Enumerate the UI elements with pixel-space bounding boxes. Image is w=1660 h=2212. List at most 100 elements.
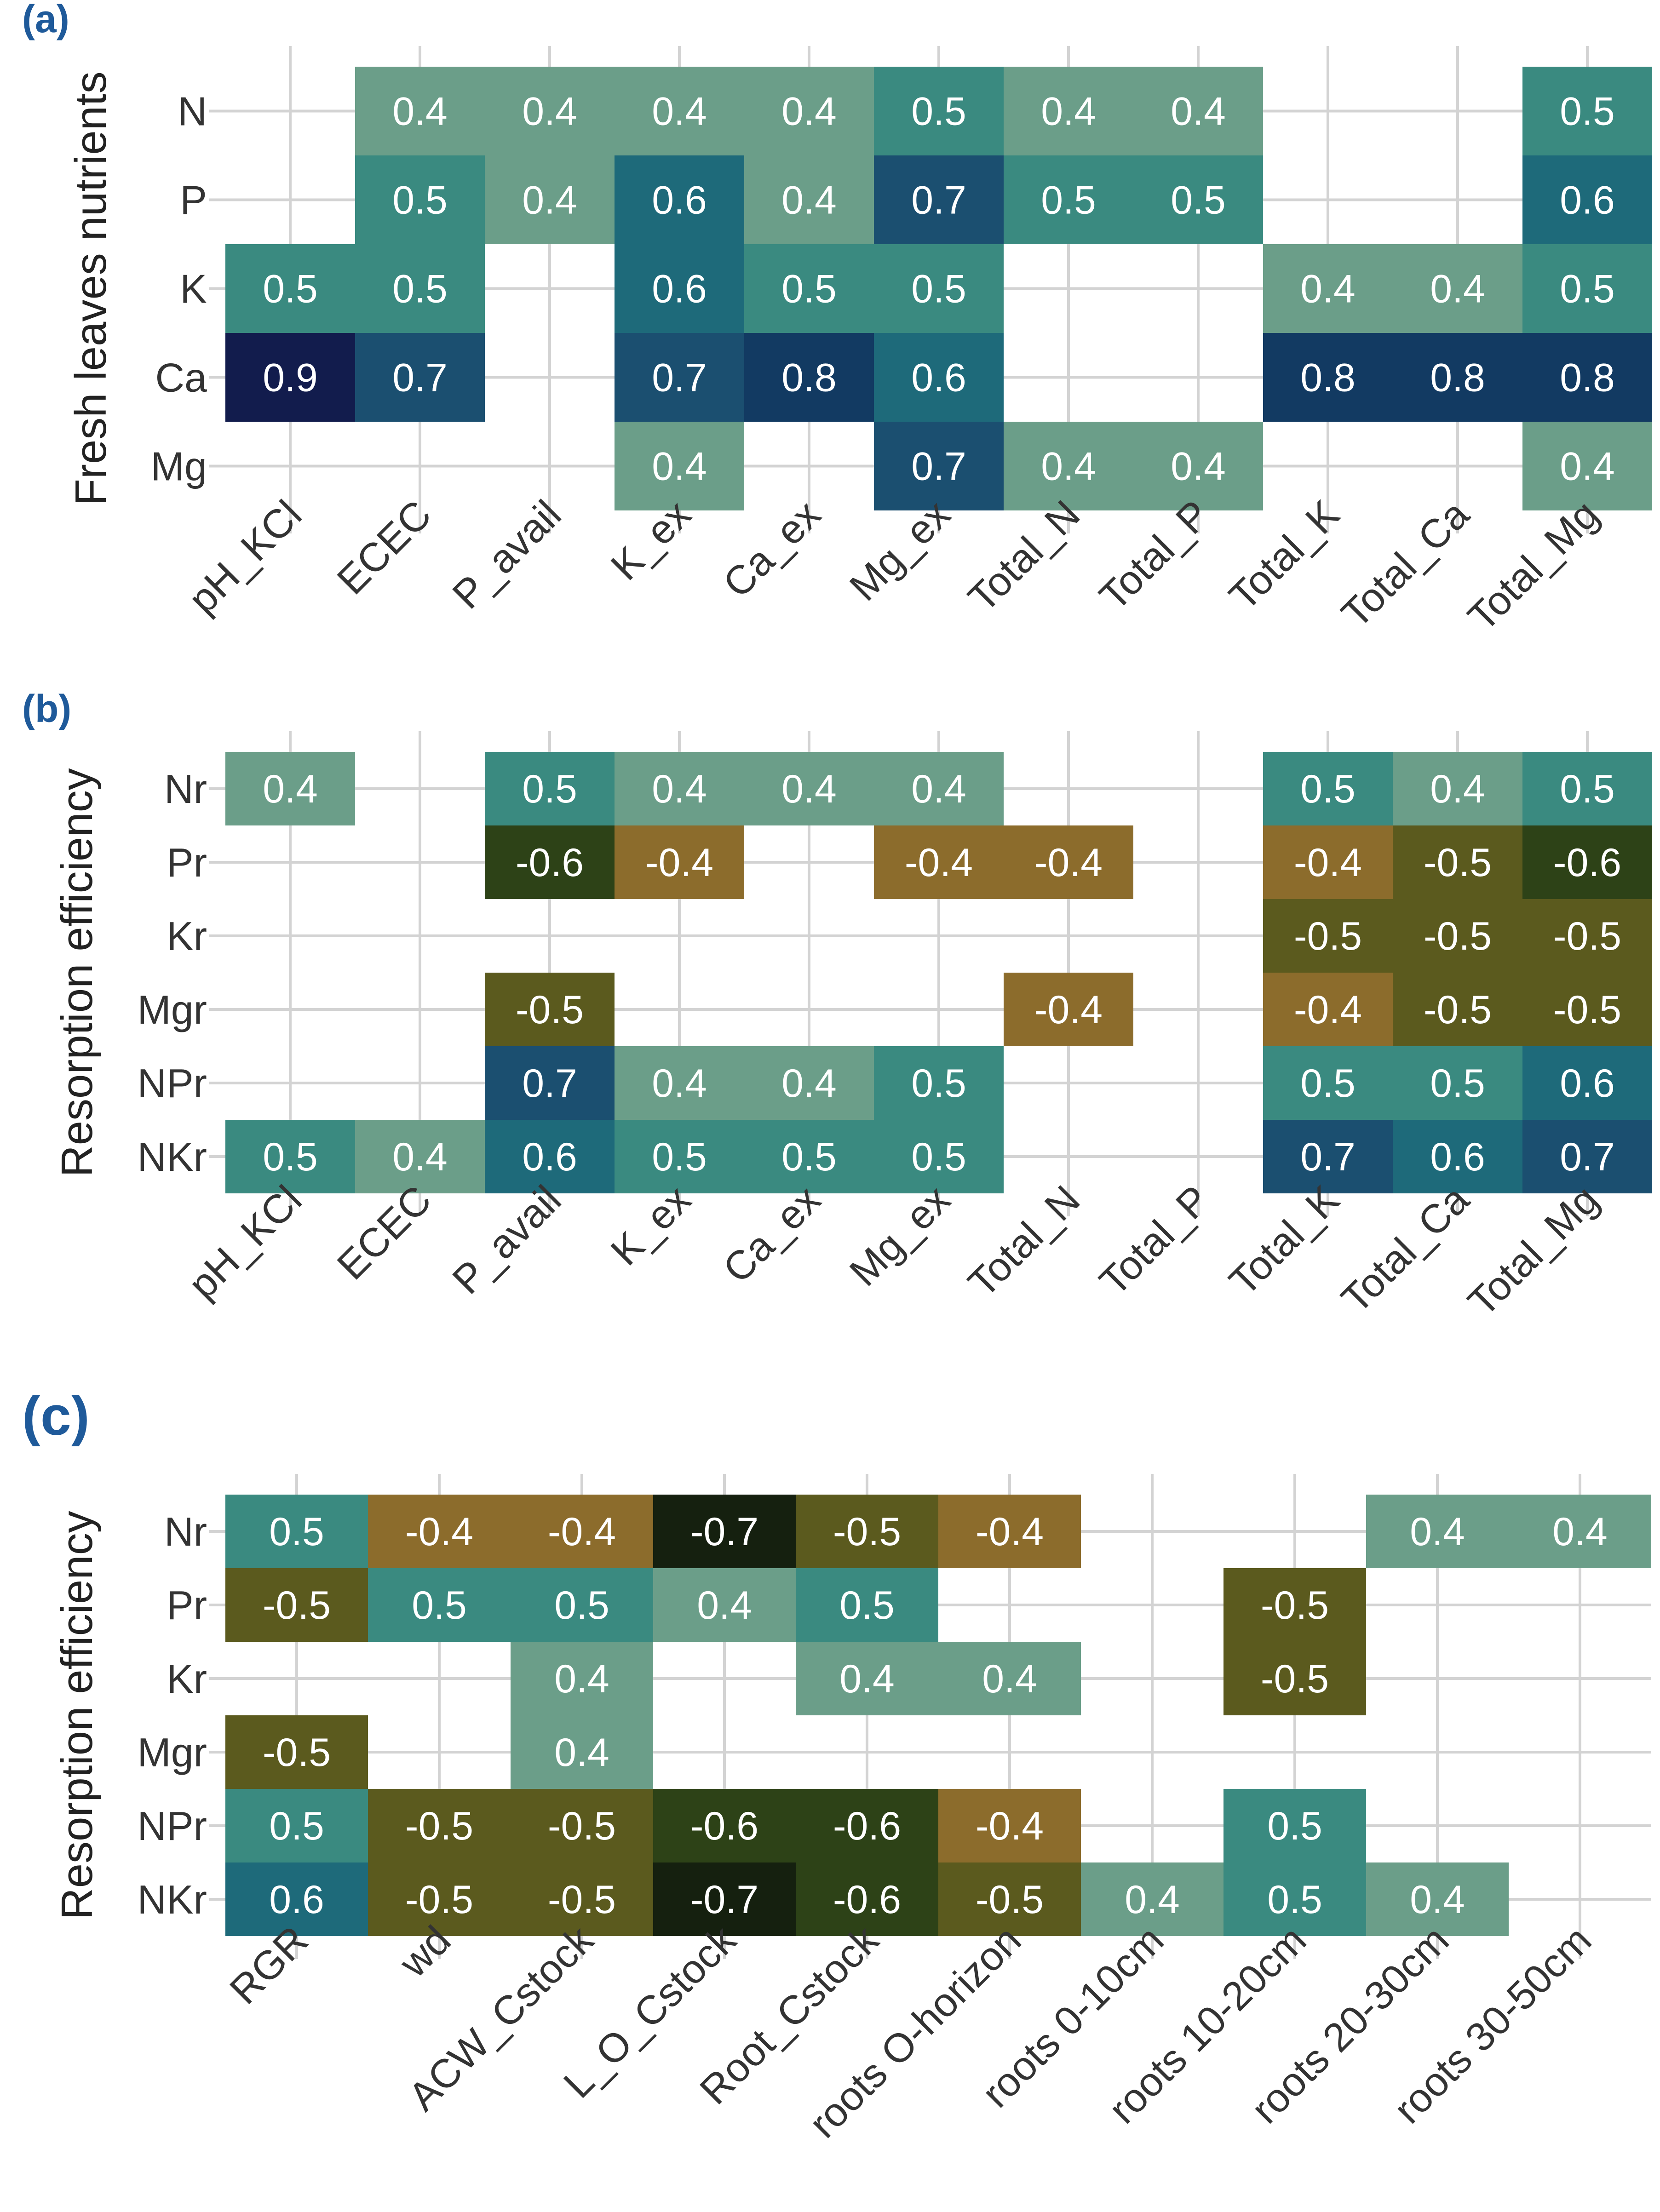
cell-value-label: -0.7 xyxy=(690,1510,758,1554)
heatmap-cell xyxy=(485,155,615,244)
heatmap-cell xyxy=(653,1862,796,1936)
cell-value-label: 0.8 xyxy=(1430,356,1485,400)
row-label: Kr xyxy=(167,913,207,959)
cell-value-label: -0.5 xyxy=(263,1583,331,1627)
heatmap-cell xyxy=(511,1495,653,1568)
heatmap-cell xyxy=(653,1495,796,1568)
heatmap-cell xyxy=(938,1495,1081,1568)
heatmap-cell xyxy=(874,1046,1004,1120)
heatmap-cell xyxy=(1263,752,1393,825)
heatmap-cell xyxy=(368,1789,511,1862)
cell-value-label: 0.5 xyxy=(1560,267,1615,311)
panel-label: (a) xyxy=(22,0,69,40)
cell-value-label: 0.4 xyxy=(1041,90,1096,134)
cell-value-label: 0.9 xyxy=(263,356,318,400)
heatmap-cell xyxy=(355,1120,485,1193)
heatmap-cell xyxy=(615,333,744,422)
heatmap-cell xyxy=(1522,155,1652,244)
heatmap-cell xyxy=(744,1046,874,1120)
heatmap-cell xyxy=(1263,825,1393,899)
cell-value-label: 0.5 xyxy=(911,267,966,311)
heatmap-cell xyxy=(744,333,874,422)
column-label: Total_P xyxy=(1091,1176,1218,1304)
heatmap-cell xyxy=(511,1862,653,1936)
heatmap-cell xyxy=(1223,1642,1366,1715)
heatmap-cell xyxy=(511,1642,653,1715)
heatmap-cell xyxy=(368,1862,511,1936)
cell-value-label: 0.7 xyxy=(522,1061,577,1106)
heatmap-cell xyxy=(225,1715,368,1789)
heatmap-cell xyxy=(1263,973,1393,1046)
cell-value-label: -0.5 xyxy=(1553,988,1621,1032)
cell-value-label: 0.4 xyxy=(392,90,448,134)
cell-value-label: 0.4 xyxy=(781,767,837,811)
cell-value-label: 0.7 xyxy=(1300,1135,1356,1179)
cell-value-label: 0.6 xyxy=(1560,1061,1615,1106)
cell-value-label: 0.4 xyxy=(1125,1878,1180,1922)
heatmap-cell xyxy=(225,1120,355,1193)
column-label: P_avail xyxy=(443,491,569,617)
cell-value-label: 0.6 xyxy=(269,1878,324,1922)
heatmap-cell xyxy=(511,1789,653,1862)
cell-value-label: 0.5 xyxy=(1267,1804,1322,1848)
cell-value-label: 0.4 xyxy=(839,1657,895,1701)
cell-value-label: 0.4 xyxy=(392,1135,448,1179)
heatmap-cell xyxy=(796,1495,938,1568)
cell-value-label: 0.5 xyxy=(1267,1878,1322,1922)
heatmap-cell xyxy=(744,1120,874,1193)
heatmap-cell xyxy=(1263,333,1393,422)
heatmap-cell xyxy=(615,1046,744,1120)
row-label: NKr xyxy=(137,1134,207,1180)
cell-value-label: 0.5 xyxy=(1300,1061,1356,1106)
cell-value-label: 0.5 xyxy=(1171,178,1226,223)
heatmap-cell xyxy=(225,333,355,422)
heatmap-cell xyxy=(615,67,744,155)
heatmap-cell xyxy=(744,752,874,825)
heatmap-cell xyxy=(1393,973,1522,1046)
cell-value-label: -0.6 xyxy=(1553,841,1621,885)
cell-value-label: 0.4 xyxy=(1041,445,1096,489)
y-axis-title: Resorption efficiency xyxy=(52,768,102,1177)
heatmap-cell xyxy=(1223,1568,1366,1642)
cell-value-label: 0.6 xyxy=(1430,1135,1485,1179)
cell-value-label: 0.7 xyxy=(652,356,707,400)
row-label: P xyxy=(180,178,207,223)
cell-value-label: -0.4 xyxy=(405,1510,473,1554)
cell-value-label: 0.5 xyxy=(263,1135,318,1179)
cell-value-label: 0.4 xyxy=(522,178,577,223)
heatmap-cell xyxy=(1366,1862,1509,1936)
column-label: Total_Mg xyxy=(1459,491,1607,639)
cell-value-label: -0.5 xyxy=(405,1878,473,1922)
heatmap-cell xyxy=(225,1789,368,1862)
cell-value-label: 0.5 xyxy=(781,1135,837,1179)
cell-value-label: 0.4 xyxy=(982,1657,1037,1701)
cell-value-label: 0.7 xyxy=(911,445,966,489)
cell-value-label: 0.4 xyxy=(781,90,837,134)
heatmap-cell xyxy=(615,752,744,825)
heatmap-cell xyxy=(1004,155,1133,244)
heatmap-cell xyxy=(796,1789,938,1862)
heatmap-cell xyxy=(1263,1046,1393,1120)
cell-value-label: 0.4 xyxy=(1560,445,1615,489)
cell-value-label: -0.5 xyxy=(1261,1657,1329,1701)
cell-value-label: 0.5 xyxy=(781,267,837,311)
cell-value-label: 0.6 xyxy=(522,1135,577,1179)
heatmap-panel-1: (b) 0.4 0.5 0.4 0.4 0.4 0.5 0.4 0.5 -0.6 -0.4 -0.4 -… xyxy=(22,687,1652,1325)
column-label: P_avail xyxy=(443,1176,569,1302)
heatmap-cell xyxy=(225,1862,368,1936)
cell-value-label: -0.5 xyxy=(1424,914,1492,958)
row-label: Nr xyxy=(164,1509,207,1554)
cell-value-label: 0.5 xyxy=(269,1510,324,1554)
cell-value-label: 0.4 xyxy=(781,178,837,223)
heatmap-cell xyxy=(874,67,1004,155)
heatmap-cell xyxy=(744,244,874,333)
heatmap-cell xyxy=(874,244,1004,333)
heatmap-cell xyxy=(485,752,615,825)
cell-value-label: -0.4 xyxy=(905,841,973,885)
heatmap-cell xyxy=(485,1120,615,1193)
cell-value-label: -0.5 xyxy=(405,1804,473,1848)
heatmap-cell xyxy=(225,1495,368,1568)
row-label: Mgr xyxy=(137,987,207,1032)
heatmap-cell xyxy=(1081,1862,1223,1936)
cell-value-label: -0.5 xyxy=(1294,914,1362,958)
